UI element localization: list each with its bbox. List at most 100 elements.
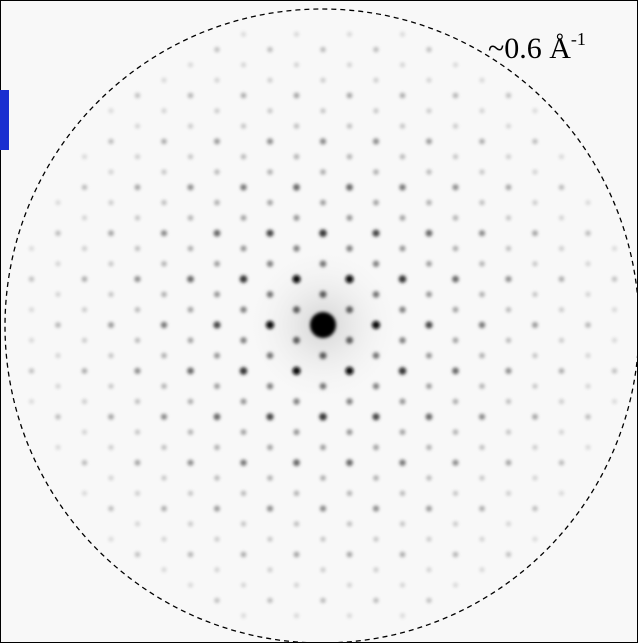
diffraction-spot (426, 291, 432, 297)
diffraction-spot (267, 598, 272, 603)
diffraction-spot (135, 124, 140, 129)
diffraction-spot (188, 491, 193, 496)
diffraction-spot (346, 337, 353, 344)
diffraction-spot (266, 321, 274, 329)
diffraction-spot (400, 429, 406, 435)
diffraction-spot (612, 399, 617, 404)
diffraction-spot (241, 32, 246, 37)
diffraction-spot (347, 613, 352, 618)
diffraction-spot (347, 154, 353, 160)
diffraction-spot (82, 491, 87, 496)
diffraction-spot (400, 491, 405, 496)
diffraction-spot (108, 200, 113, 205)
diffraction-spot (55, 414, 60, 419)
diffraction-spot (82, 460, 87, 465)
diffraction-spot (29, 307, 34, 312)
diffraction-spot (426, 383, 432, 389)
diffraction-spot (267, 506, 273, 512)
diffraction-spot (215, 567, 220, 572)
diffraction-spot (188, 154, 193, 159)
diffraction-spot (453, 62, 458, 67)
diffraction-spot (294, 32, 299, 37)
diffraction-spot (161, 169, 166, 174)
diffraction-spot (400, 93, 406, 99)
diffraction-spot (532, 322, 538, 328)
diffraction-spot (559, 215, 564, 220)
diffraction-spot (320, 291, 327, 298)
diffraction-spot (293, 184, 300, 191)
diffraction-spot (400, 215, 406, 221)
diffraction-spot (372, 413, 379, 420)
diffraction-spot (373, 567, 378, 572)
diffraction-spot (135, 399, 140, 404)
diffraction-spot (162, 78, 167, 83)
diffraction-spot (320, 169, 326, 175)
diffraction-spot (453, 552, 459, 558)
diffraction-spot (241, 246, 247, 252)
diffraction-spot (347, 491, 353, 497)
diffraction-spot (426, 353, 432, 359)
diffraction-spot (346, 398, 352, 404)
diffraction-spot (480, 567, 485, 572)
diffraction-spot (479, 322, 485, 328)
diffraction-spot (135, 154, 140, 159)
diffraction-spot (109, 170, 114, 175)
diffraction-spot (426, 47, 431, 52)
diffraction-spot (479, 445, 484, 450)
diffraction-spot (161, 383, 167, 389)
diffraction-spot (161, 292, 167, 298)
diffraction-spot (29, 399, 34, 404)
diffraction-spot (533, 476, 538, 481)
diffraction-spot (215, 78, 220, 83)
diffraction-spot (426, 108, 431, 113)
diffraction-spot (294, 154, 300, 160)
diffraction-spot (188, 124, 193, 129)
diffraction-spot (559, 368, 565, 374)
diffraction-spot (586, 261, 591, 266)
diffraction-spot (267, 291, 274, 298)
diffraction-spot (347, 583, 352, 588)
diffraction-spot (480, 108, 485, 113)
diffraction-spot (240, 275, 248, 283)
diffraction-spot (426, 200, 432, 206)
diffraction-spot (56, 445, 61, 450)
diffraction-spot (480, 537, 485, 542)
diffraction-spot (373, 291, 380, 298)
diffraction-spot (479, 169, 484, 174)
diffraction-spot (320, 598, 325, 603)
diffraction-spot (559, 460, 564, 465)
diffraction-spot (188, 246, 194, 252)
diffraction-spot (108, 353, 113, 358)
diffraction-spot (559, 338, 564, 343)
diffraction-spot (187, 460, 193, 466)
diffraction-spot (612, 338, 617, 343)
diffraction-spot (320, 445, 326, 451)
diffraction-spot (214, 291, 220, 297)
diffraction-spot (162, 537, 167, 542)
diffraction-spot (241, 62, 246, 67)
diffraction-spot (293, 459, 300, 466)
diffraction-spot (267, 138, 273, 144)
diffraction-spot (506, 552, 511, 557)
diffraction-spot (479, 261, 485, 267)
diffraction-spot (241, 215, 247, 221)
diffraction-spot (373, 383, 379, 389)
diffraction-spot (134, 276, 140, 282)
diffraction-spot (506, 491, 511, 496)
diffraction-spot (400, 399, 406, 405)
diffraction-spot (400, 613, 405, 618)
diffraction-spot (320, 200, 326, 206)
diffraction-spot (505, 276, 511, 282)
diffraction-spot (320, 261, 327, 268)
diffraction-spot (241, 124, 246, 129)
diffraction-spot (426, 138, 432, 144)
diffraction-spot (427, 78, 432, 83)
diffraction-spot (559, 185, 564, 190)
diffraction-spot (479, 200, 484, 205)
diffraction-spot (612, 307, 617, 312)
diffraction-spot (559, 491, 564, 496)
diffraction-spot (82, 307, 87, 312)
diffraction-spot (188, 552, 194, 558)
diffraction-spot (373, 475, 379, 481)
diffraction-spot (479, 506, 485, 512)
